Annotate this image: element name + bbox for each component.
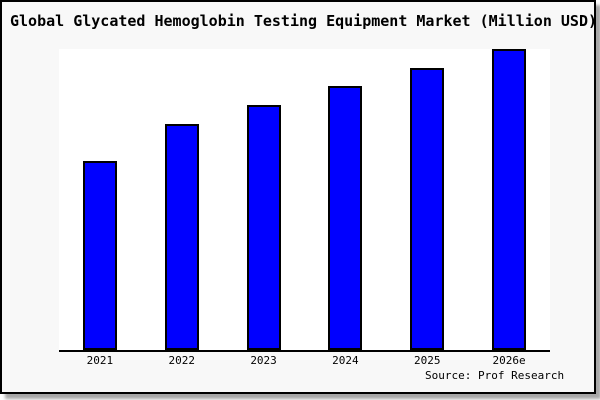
bar-slot xyxy=(304,49,386,350)
x-tick-label-2024: 2024 xyxy=(332,354,359,367)
bar-2026e xyxy=(492,49,527,350)
x-tick-label-2025: 2025 xyxy=(413,354,441,367)
bar-2024 xyxy=(328,86,363,350)
bar-slot xyxy=(141,49,223,350)
x-tick-label-2022: 2022 xyxy=(168,354,195,367)
bar-2023 xyxy=(246,105,281,350)
bar-2022 xyxy=(164,124,199,350)
bar-2025 xyxy=(410,68,445,350)
x-axis-ticks: 2021 2022 2023 2024 2025 2026e xyxy=(59,354,550,368)
bar-slot xyxy=(468,49,550,350)
x-tick-label-2026e: 2026e xyxy=(492,354,526,367)
bar-2021 xyxy=(82,161,117,350)
x-tick-label-2023: 2023 xyxy=(250,354,277,367)
chart-title: Global Glycated Hemoglobin Testing Equip… xyxy=(10,12,597,30)
source-credit: Source: Prof Research xyxy=(425,369,565,382)
bar-slot xyxy=(59,49,141,350)
x-tick-label-2021: 2021 xyxy=(86,354,114,367)
bar-slot xyxy=(223,49,305,350)
bar-slot xyxy=(386,49,468,350)
plot-area xyxy=(59,49,550,352)
